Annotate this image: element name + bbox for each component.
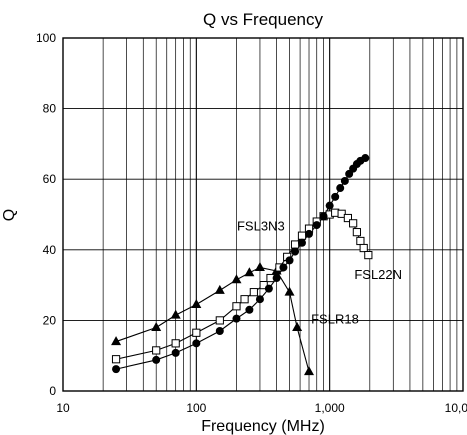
data-point-fsl3n3 (305, 230, 313, 238)
data-point-fsl3n3 (313, 221, 321, 229)
data-point-fsl22n (365, 251, 372, 258)
data-point-fsl22n (250, 289, 257, 296)
y-tick-label: 100 (36, 31, 56, 45)
data-point-fsl3n3 (216, 327, 224, 335)
x-tick-label: 10,000 (445, 401, 467, 415)
data-point-fsl3n3 (192, 339, 200, 347)
data-point-fsl3n3 (279, 263, 287, 271)
series-line-fsl3n3 (116, 158, 365, 369)
data-point-fsl22n (357, 237, 364, 244)
data-point-fsl3n3 (172, 349, 180, 357)
data-point-fsl3n3 (112, 365, 120, 373)
data-point-fsl3n3 (265, 285, 273, 293)
data-point-fslr18 (191, 299, 201, 308)
data-point-fsl3n3 (326, 202, 334, 210)
data-point-fsl3n3 (331, 193, 339, 201)
y-tick-label: 40 (43, 243, 57, 257)
data-point-fsl22n (241, 296, 248, 303)
data-point-fslr18 (231, 274, 241, 283)
series-labels: FSLR18 FSL22N FSL3N3 (237, 219, 402, 327)
data-point-fsl3n3 (320, 212, 328, 220)
data-point-fsl3n3 (341, 177, 349, 185)
x-axis-title: Frequency (MHz) (201, 418, 325, 435)
data-point-fsl22n (112, 356, 119, 363)
data-point-fslr18 (151, 322, 161, 331)
data-point-fsl3n3 (291, 248, 299, 256)
data-point-fsl22n (350, 220, 357, 227)
x-tick-label: 1,000 (315, 401, 345, 415)
y-axis-title: Q (1, 209, 18, 221)
y-tick-label: 0 (49, 384, 56, 398)
data-point-fsl22n (216, 317, 223, 324)
y-tick-label: 20 (43, 313, 57, 327)
x-tick-label: 100 (186, 401, 206, 415)
data-point-fslr18 (304, 366, 314, 375)
data-point-fslr18 (171, 310, 181, 319)
data-point-fsl3n3 (245, 306, 253, 314)
series-line-fsl22n (116, 213, 368, 359)
series-lines (116, 158, 368, 372)
data-point-fsl3n3 (152, 356, 160, 364)
y-tick-label: 60 (43, 172, 57, 186)
series-label-fsl3n3: FSL3N3 (237, 219, 285, 234)
chart-title: Q vs Frequency (203, 10, 323, 29)
series-line-fslr18 (116, 267, 309, 371)
grid-lines (63, 38, 463, 391)
data-point-fsl22n (153, 347, 160, 354)
data-point-fslr18 (255, 262, 265, 271)
x-tick-label: 10 (56, 401, 70, 415)
data-point-fsl3n3 (232, 315, 240, 323)
data-point-fsl22n (233, 303, 240, 310)
data-point-fslr18 (292, 322, 302, 331)
data-point-fsl22n (298, 232, 305, 239)
data-point-fsl3n3 (336, 184, 344, 192)
data-point-fsl3n3 (286, 256, 294, 264)
data-point-fsl3n3 (273, 274, 281, 282)
data-point-fsl22n (291, 241, 298, 248)
data-point-fsl22n (193, 329, 200, 336)
plot-frame (63, 38, 463, 391)
data-point-fsl3n3 (298, 239, 306, 247)
data-point-fsl22n (353, 229, 360, 236)
series-markers (111, 154, 372, 375)
data-point-fsl3n3 (256, 295, 264, 303)
data-point-fslr18 (244, 267, 254, 276)
y-tick-label: 80 (43, 102, 57, 116)
data-point-fslr18 (285, 287, 295, 296)
data-point-fsl22n (172, 340, 179, 347)
data-point-fsl22n (360, 244, 367, 251)
data-point-fsl3n3 (361, 154, 369, 162)
data-point-fslr18 (215, 285, 225, 294)
series-label-fslr18: FSLR18 (311, 311, 359, 326)
series-label-fsl22n: FSL22N (354, 267, 402, 282)
